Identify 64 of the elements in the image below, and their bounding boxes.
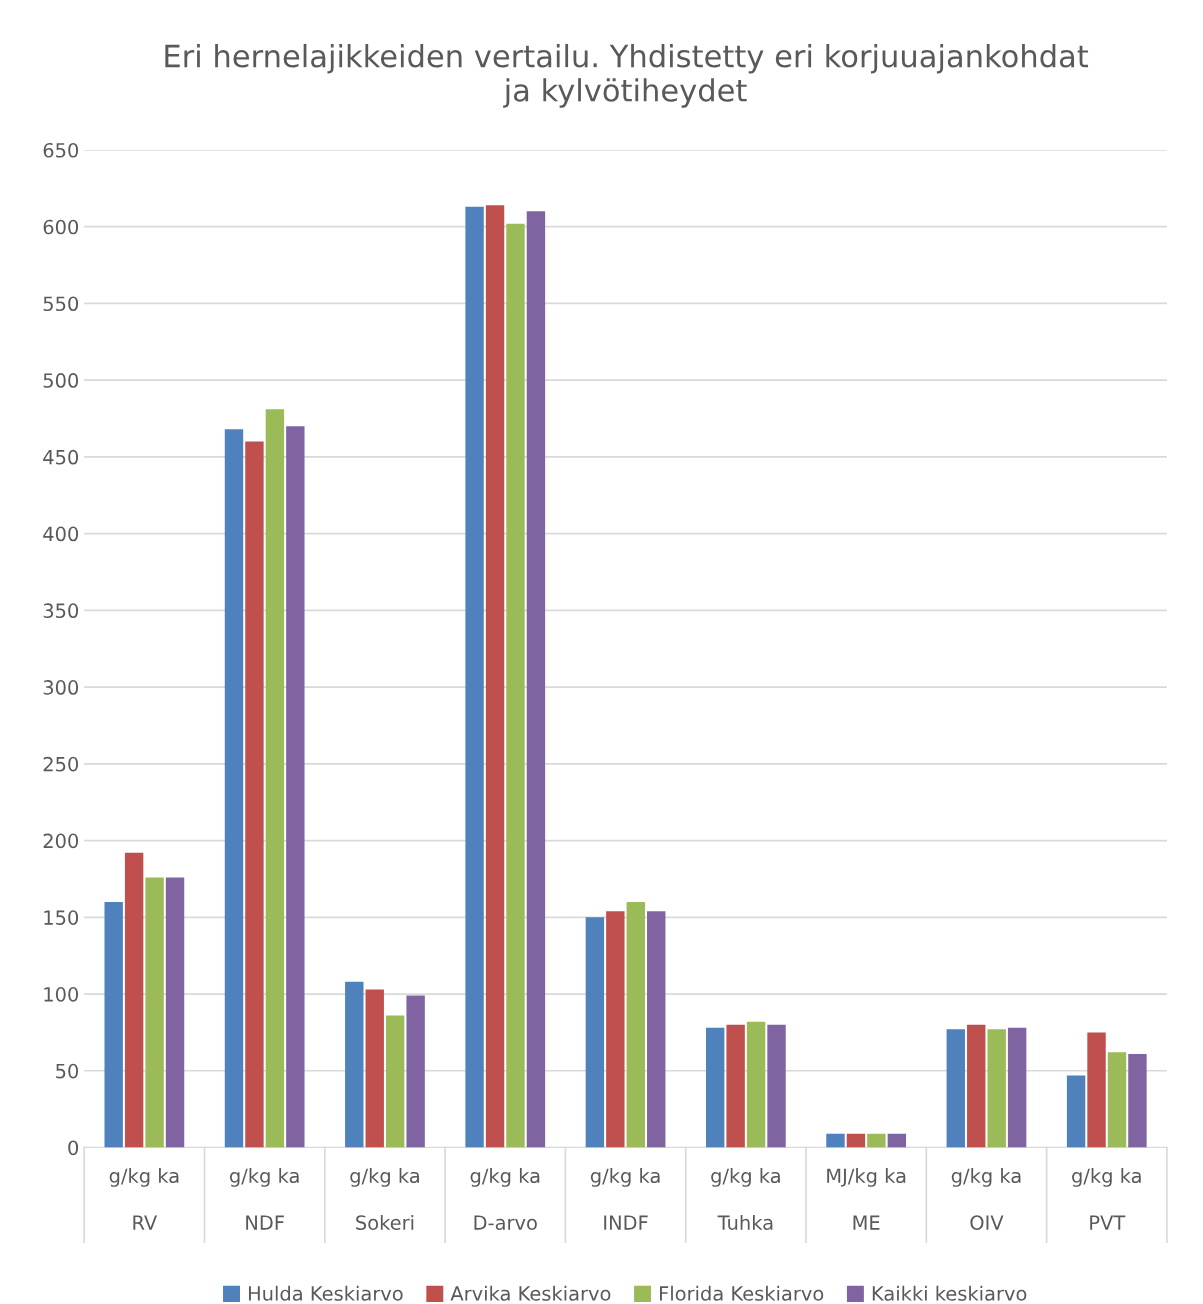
legend-label: Arvika Keskiarvo <box>450 1285 611 1301</box>
bar <box>887 1133 907 1148</box>
category-label: g/kg ka RV <box>109 1168 179 1230</box>
bar <box>1128 1053 1147 1148</box>
bar <box>485 205 505 1148</box>
bar <box>585 917 605 1148</box>
y-tick-label: 0 <box>68 1140 79 1156</box>
bar <box>145 877 164 1148</box>
bar <box>846 1133 866 1148</box>
bar <box>224 429 244 1148</box>
category-label: g/kg ka PVT <box>1072 1168 1141 1230</box>
y-tick-label: 200 <box>43 833 79 849</box>
bar <box>626 901 645 1148</box>
category-label: g/kg ka Sokeri <box>350 1168 419 1230</box>
bar <box>526 211 546 1148</box>
bar <box>1107 1052 1127 1148</box>
legend-label: Florida Keskiarvo <box>660 1285 824 1301</box>
y-tick-label: 100 <box>44 987 79 1002</box>
bar <box>1087 1032 1106 1148</box>
category-label: g/kg ka Tuhka <box>711 1168 780 1230</box>
y-tick-label: 250 <box>43 756 79 772</box>
category-label: MJ/kg ka ME <box>827 1168 906 1230</box>
bar <box>385 1015 405 1148</box>
bar <box>265 409 285 1148</box>
y-tick-label: 450 <box>43 449 79 465</box>
legend-label: Hulda Keskiarvo <box>248 1285 403 1301</box>
category-label: g/kg ka INDF <box>590 1168 660 1230</box>
category-label: g/kg ka D-arvo <box>470 1168 540 1230</box>
bar <box>867 1133 886 1148</box>
bar <box>946 1029 965 1148</box>
chart-title: Eri hernelajikkeiden vertailu. Yhdistetty eri korjuuajankohdat ja kylvötiheydet <box>165 43 1089 108</box>
y-tick-label: 550 <box>43 296 79 312</box>
bar <box>726 1024 745 1148</box>
y-tick-label: 150 <box>44 910 79 925</box>
y-tick-label: 500 <box>43 373 79 388</box>
bar <box>124 852 144 1148</box>
bar <box>406 995 425 1148</box>
bar <box>1066 1075 1086 1148</box>
y-tick-label: 600 <box>43 219 79 235</box>
legend-label: Kaikki keskiarvo <box>872 1285 1027 1301</box>
bar <box>286 426 305 1148</box>
bar <box>606 911 625 1148</box>
bar <box>365 989 384 1148</box>
bar <box>165 877 185 1148</box>
bar <box>767 1024 786 1148</box>
bar <box>104 901 123 1148</box>
bar <box>245 441 264 1148</box>
y-tick-label: 300 <box>43 680 79 695</box>
category-label: g/kg ka NDF <box>229 1168 299 1230</box>
bar <box>506 223 525 1148</box>
y-tick-label: 400 <box>43 526 79 542</box>
y-tick-label: 350 <box>43 603 79 619</box>
bar <box>647 911 666 1148</box>
bar <box>345 981 364 1148</box>
bar <box>705 1027 725 1148</box>
y-tick-label: 650 <box>43 142 79 158</box>
bar <box>826 1133 845 1148</box>
bar <box>967 1024 986 1148</box>
y-tick-label: 50 <box>56 1063 79 1079</box>
bar <box>987 1029 1006 1148</box>
bar <box>746 1021 766 1148</box>
bar <box>465 206 484 1148</box>
bar <box>1007 1027 1027 1148</box>
category-label: g/kg ka OIV <box>951 1168 1021 1230</box>
